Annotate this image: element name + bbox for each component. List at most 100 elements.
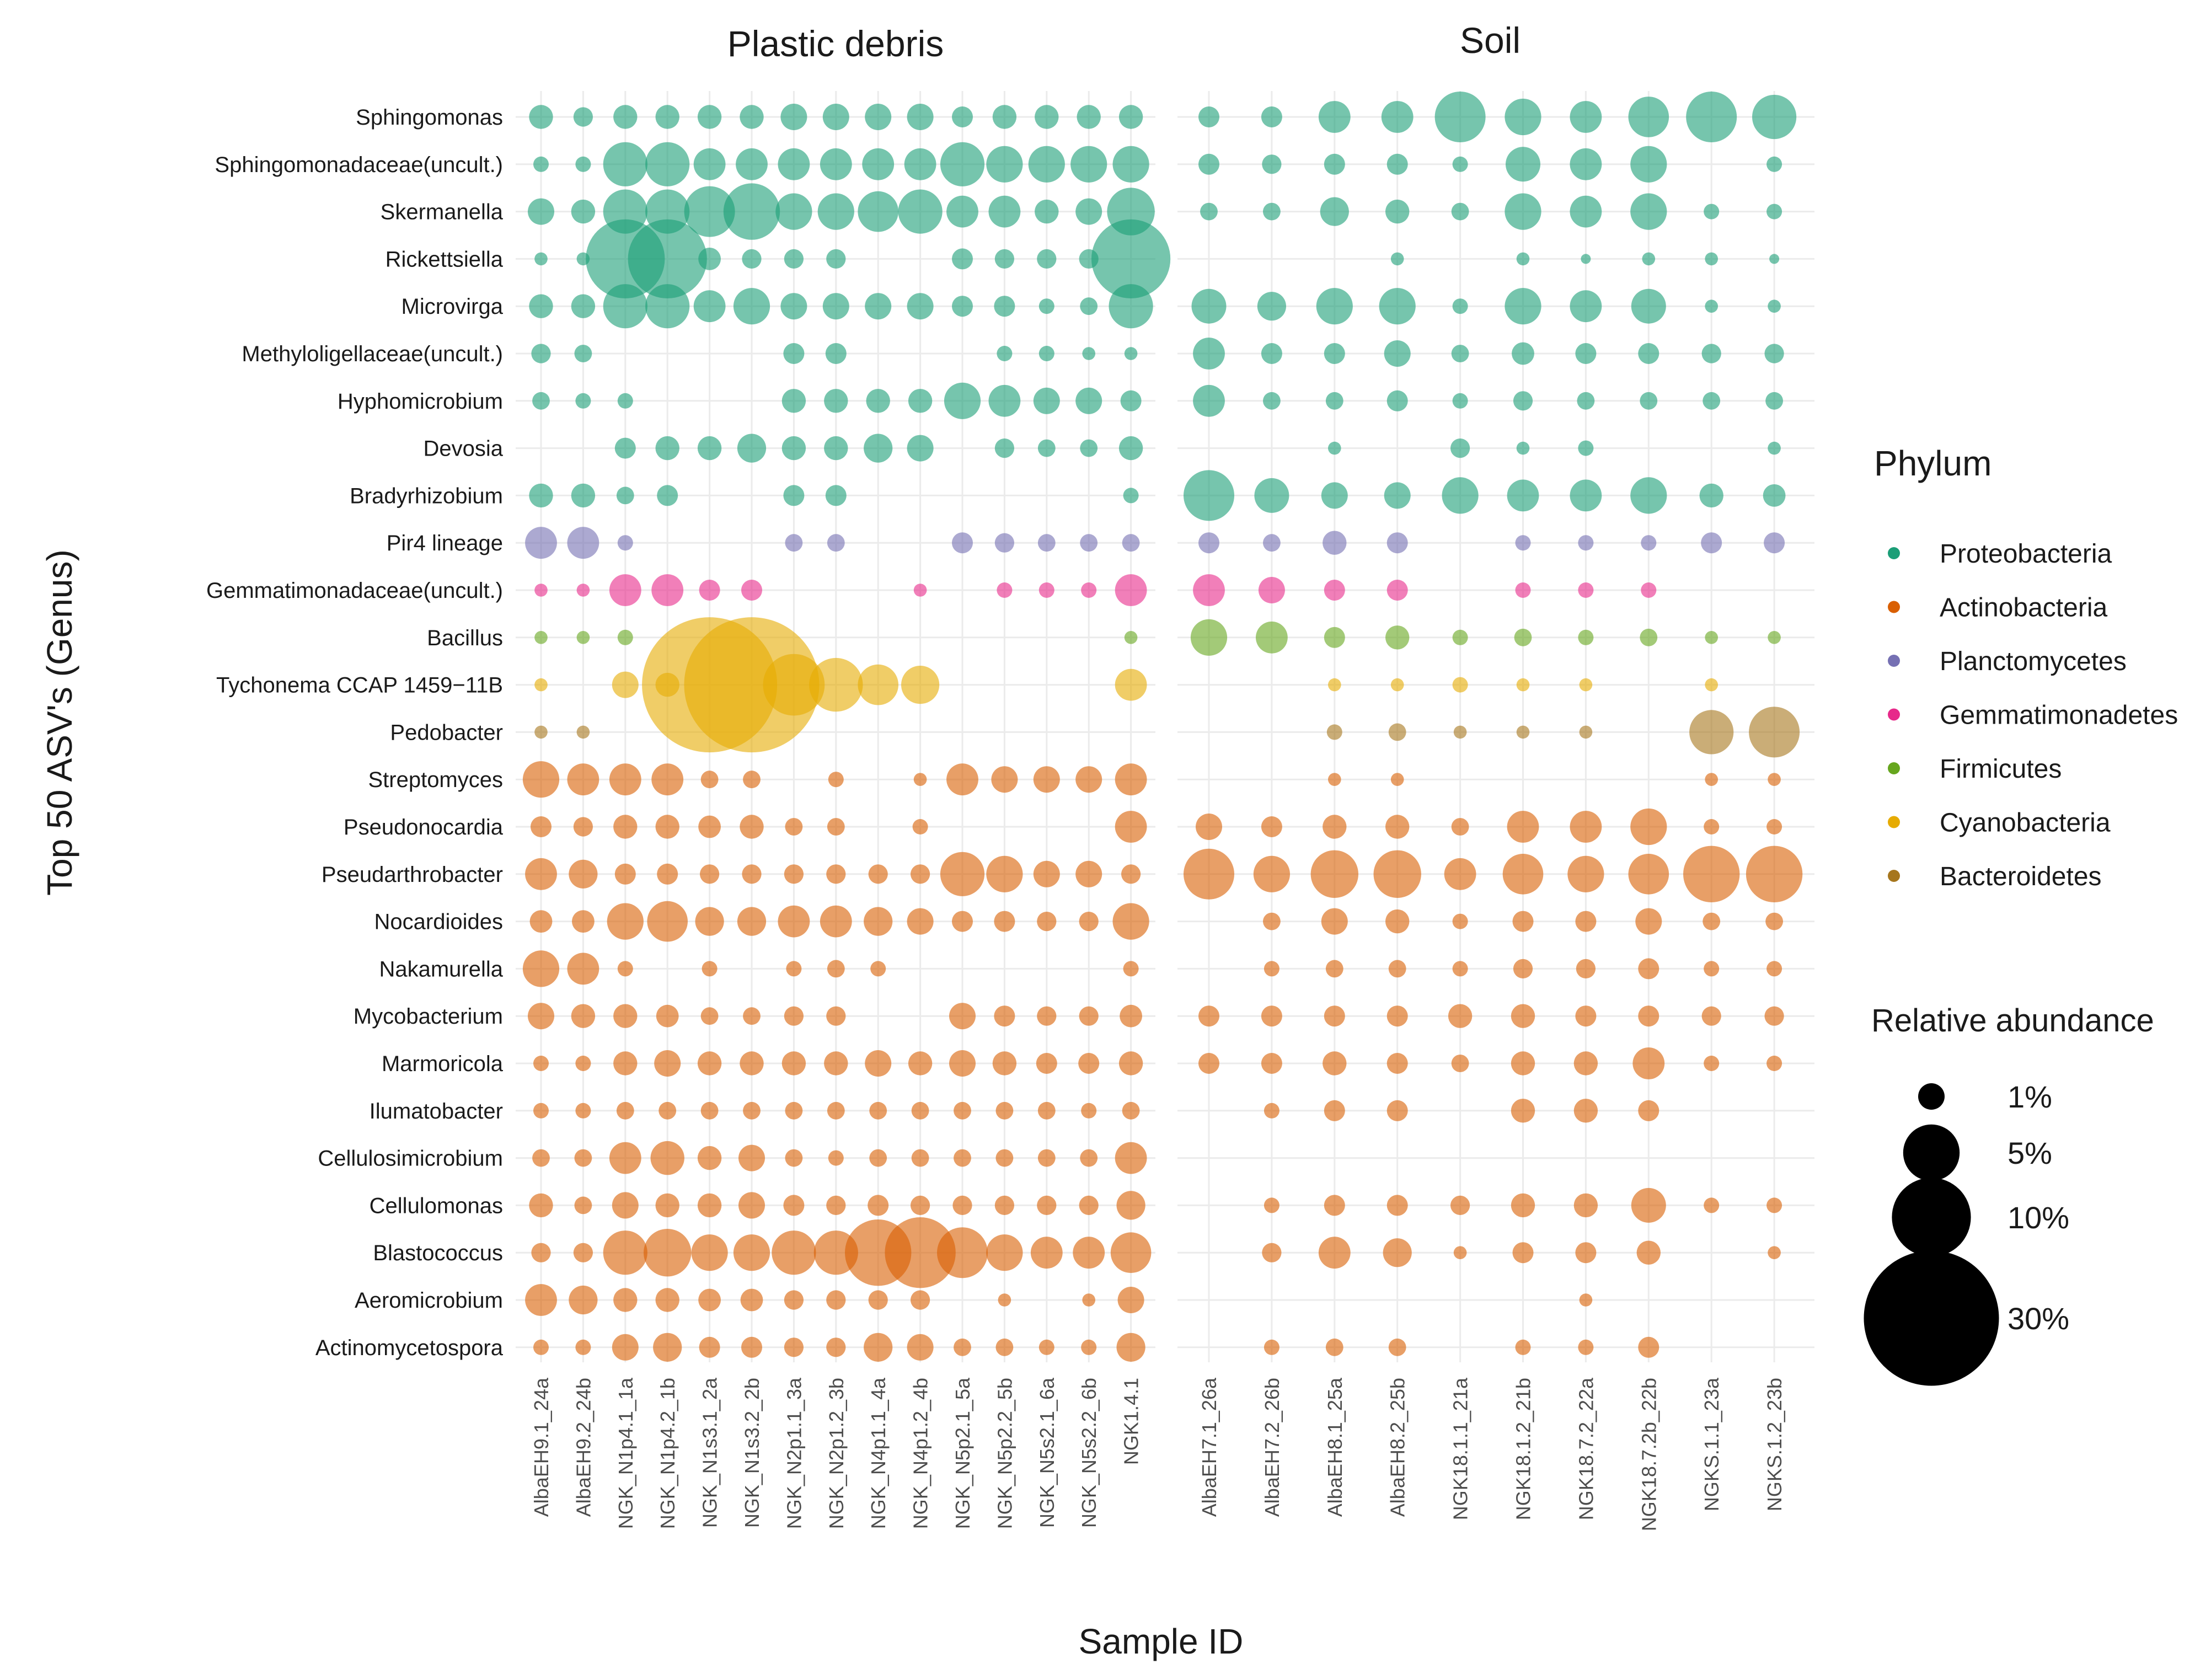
bubble-tychonema-ccap-1459-11b-ngk-n1p4-1-1a xyxy=(612,671,639,698)
bubble-pseudarthrobacter-ngk-n1p4-1-1a xyxy=(614,863,636,885)
bubble-sphingomonas-ngk18-7-2b-22b xyxy=(1628,97,1669,137)
bubble-marmoricola-ngks-1-1-23a xyxy=(1704,1056,1720,1071)
legend-label-gemmatimonadetes: Gemmatimonadetes xyxy=(1940,701,2178,730)
bubble-marmoricola-ngk18-1-2-21b xyxy=(1511,1051,1535,1076)
bubble-cellulosimicrobium-ngk-n5s2-1-6a xyxy=(1037,1149,1056,1167)
bubble-bradyrhizobium-ngk18-1-1-21a xyxy=(1442,477,1479,514)
bubble-ilumatobacter-ngk-n5s2-1-6a xyxy=(1037,1101,1056,1120)
bubble-skermanella-ngk-n5p2-1-5a xyxy=(946,195,978,228)
bubble-sphingomonadaceae-uncult-ngk18-1-1-21a xyxy=(1452,156,1468,172)
bubble-blastococcus-ngk-n1s3-1-2a xyxy=(691,1234,728,1271)
bubble-microvirga-ngk-n4p1-1-4a xyxy=(865,293,892,320)
bubble-bacillus-ngk18-1-2-21b xyxy=(1514,628,1532,646)
row-label-methyloligellaceae-uncult: Methyloligellaceae(uncult.) xyxy=(242,342,503,366)
row-label-cellulomonas: Cellulomonas xyxy=(370,1194,503,1218)
bubble-cellulosimicrobium-ngk-n2p1-2-3b xyxy=(828,1150,844,1166)
bubble-mycobacterium-albaeh8-2-25b xyxy=(1386,1005,1408,1027)
bubble-marmoricola-ngk-n1p4-1-1a xyxy=(613,1051,638,1076)
bubble-mycobacterium-ngk-n5s2-2-6b xyxy=(1079,1006,1099,1026)
bubble-tychonema-ccap-1459-11b-ngk18-7-2-22a xyxy=(1579,678,1593,692)
legend-label-bacteroidetes: Bacteroidetes xyxy=(1940,862,2102,891)
legend-label-proteobacteria: Proteobacteria xyxy=(1940,539,2112,569)
bubble-pseudarthrobacter-ngk-n5s2-2-6b xyxy=(1075,860,1102,887)
column-label-albaeh8-1-25a: AlbaEH8.1_25a xyxy=(1324,1377,1346,1517)
bubble-mycobacterium-ngk-n5p2-2-5b xyxy=(994,1005,1015,1027)
legend-label-actinobacteria: Actinobacteria xyxy=(1940,593,2107,623)
legend-phylum-title: Phylum xyxy=(1874,443,1991,483)
bubble-pseudonocardia-ngk18-1-2-21b xyxy=(1507,811,1539,843)
column-label-ngk1-4-1: NGK1.4.1 xyxy=(1120,1378,1143,1465)
row-label-ilumatobacter: Ilumatobacter xyxy=(370,1099,503,1123)
bubble-microvirga-ngk1-4-1 xyxy=(1109,284,1153,329)
column-label-ngks-1-2-23b: NGKS.1.2_23b xyxy=(1763,1378,1786,1511)
bubble-nakamurella-albaeh9-1-24a xyxy=(522,950,560,987)
bubble-actinomycetospora-ngk-n1s3-1-2a xyxy=(699,1336,720,1358)
bubble-microvirga-albaeh8-2-25b xyxy=(1379,288,1416,325)
bubble-devosia-ngks-1-2-23b xyxy=(1768,441,1781,455)
y-axis-title: Top 50 ASV's (Genus) xyxy=(40,549,79,896)
bubble-gemmatimonadaceae-uncult-albaeh8-2-25b xyxy=(1386,580,1408,601)
bubble-mycobacterium-ngk1-4-1 xyxy=(1120,1004,1142,1028)
bubble-aeromicrobium-ngk18-7-2-22a xyxy=(1579,1293,1593,1307)
bubble-cellulosimicrobium-ngk-n1p4-2-1b xyxy=(650,1141,684,1175)
bubble-sphingomonadaceae-uncult-ngk-n4p1-1-4a xyxy=(862,148,895,180)
bubble-pseudarthrobacter-ngk18-1-2-21b xyxy=(1502,854,1544,895)
bubble-nakamurella-ngk18-1-1-21a xyxy=(1452,961,1468,977)
bubble-tychonema-ccap-1459-11b-ngk18-1-2-21b xyxy=(1516,678,1530,692)
bubble-pir4-lineage-ngk18-7-2-22a xyxy=(1578,535,1594,551)
bubble-sphingomonadaceae-uncult-ngk18-7-2b-22b xyxy=(1630,146,1667,183)
bubble-hyphomicrobium-ngk-n4p1-1-4a xyxy=(866,389,890,413)
bubble-nocardioides-ngks-1-1-23a xyxy=(1703,912,1721,930)
bubble-mycobacterium-albaeh9-2-24b xyxy=(571,1004,596,1028)
bubble-blastococcus-ngk18-7-2-22a xyxy=(1575,1242,1597,1264)
bubble-marmoricola-albaeh9-2-24b xyxy=(575,1056,591,1071)
bubble-pseudonocardia-albaeh9-2-24b xyxy=(573,817,593,837)
bubble-sphingomonadaceae-uncult-ngk-n1s3-1-2a xyxy=(693,148,726,180)
bubble-microvirga-ngk-n5s2-1-6a xyxy=(1038,298,1054,314)
bubble-nocardioides-ngk18-7-2b-22b xyxy=(1635,908,1662,935)
bubble-nocardioides-ngk-n1s3-1-2a xyxy=(695,907,724,936)
bubble-aeromicrobium-ngk-n2p1-1-3a xyxy=(784,1290,804,1310)
bubble-bradyrhizobium-albaeh9-2-24b xyxy=(571,483,596,508)
bubble-blastococcus-ngk-n4p1-2-4b xyxy=(885,1217,956,1288)
bubble-devosia-ngk-n2p1-2-3b xyxy=(824,436,848,461)
bubble-bradyrhizobium-ngk-n2p1-2-3b xyxy=(825,485,847,506)
bubble-ilumatobacter-ngk1-4-1 xyxy=(1122,1101,1140,1120)
bubble-streptomyces-ngk-n1s3-1-2a xyxy=(700,771,719,789)
bubble-sphingomonas-ngk-n1p4-2-1b xyxy=(655,105,679,129)
bubble-aeromicrobium-ngk-n1s3-2-2b xyxy=(740,1288,763,1312)
bubble-sphingomonadaceae-uncult-ngk-n5p2-1-5a xyxy=(940,142,985,186)
bubble-pir4-lineage-albaeh9-1-24a xyxy=(525,527,557,559)
bubble-cellulomonas-ngk-n4p1-2-4b xyxy=(911,1195,930,1215)
row-label-cellulosimicrobium: Cellulosimicrobium xyxy=(318,1147,503,1171)
bubble-mycobacterium-ngk18-1-1-21a xyxy=(1448,1004,1473,1028)
bubble-microvirga-albaeh8-1-25a xyxy=(1316,288,1353,325)
bubble-tychonema-ccap-1459-11b-ngk-n2p1-1-3a xyxy=(763,654,825,716)
bubble-ilumatobacter-albaeh8-1-25a xyxy=(1324,1100,1345,1121)
bubble-sphingomonadaceae-uncult-albaeh7-2-26b xyxy=(1262,154,1282,174)
bubble-pseudarthrobacter-ngk-n2p1-1-3a xyxy=(784,864,804,884)
bubble-pir4-lineage-ngk-n1p4-1-1a xyxy=(617,535,633,551)
bubble-bradyrhizobium-albaeh8-1-25a xyxy=(1321,482,1348,509)
bubble-sphingomonas-ngk18-7-2-22a xyxy=(1570,101,1602,133)
bubble-cellulosimicrobium-albaeh9-1-24a xyxy=(532,1149,550,1167)
bubble-pseudonocardia-ngk-n1s3-2-2b xyxy=(740,815,764,839)
bubble-methyloligellaceae-uncult-ngk18-1-1-21a xyxy=(1451,345,1469,362)
bubble-streptomyces-ngk-n5p2-1-5a xyxy=(946,763,978,796)
bubble-rickettsiella-ngk-n5s2-1-6a xyxy=(1037,249,1057,269)
bubble-cellulomonas-ngk-n1s3-2-2b xyxy=(738,1192,765,1219)
column-label-ngk-n4p1-2-4b: NGK_N4p1.2_4b xyxy=(909,1378,932,1529)
column-label-ngk18-7-2-22a: NGK18.7.2_22a xyxy=(1575,1377,1597,1520)
bubble-ilumatobacter-albaeh9-2-24b xyxy=(575,1103,591,1119)
row-label-pedobacter: Pedobacter xyxy=(390,720,503,745)
bubble-pedobacter-ngk18-1-2-21b xyxy=(1516,725,1530,739)
bubble-rickettsiella-ngk-n1s3-1-2a xyxy=(698,248,721,270)
bubble-mycobacterium-ngk-n1p4-2-1b xyxy=(656,1004,679,1028)
bubble-devosia-ngk-n4p1-1-4a xyxy=(864,434,893,463)
bubble-pir4-lineage-ngk-n2p1-2-3b xyxy=(827,534,845,552)
bubble-devosia-ngk-n5s2-2-6b xyxy=(1080,439,1098,457)
row-label-streptomyces: Streptomyces xyxy=(368,768,503,792)
bubble-nakamurella-albaeh8-1-25a xyxy=(1325,960,1343,978)
bubble-hyphomicrobium-ngk-n5s2-2-6b xyxy=(1075,387,1102,414)
